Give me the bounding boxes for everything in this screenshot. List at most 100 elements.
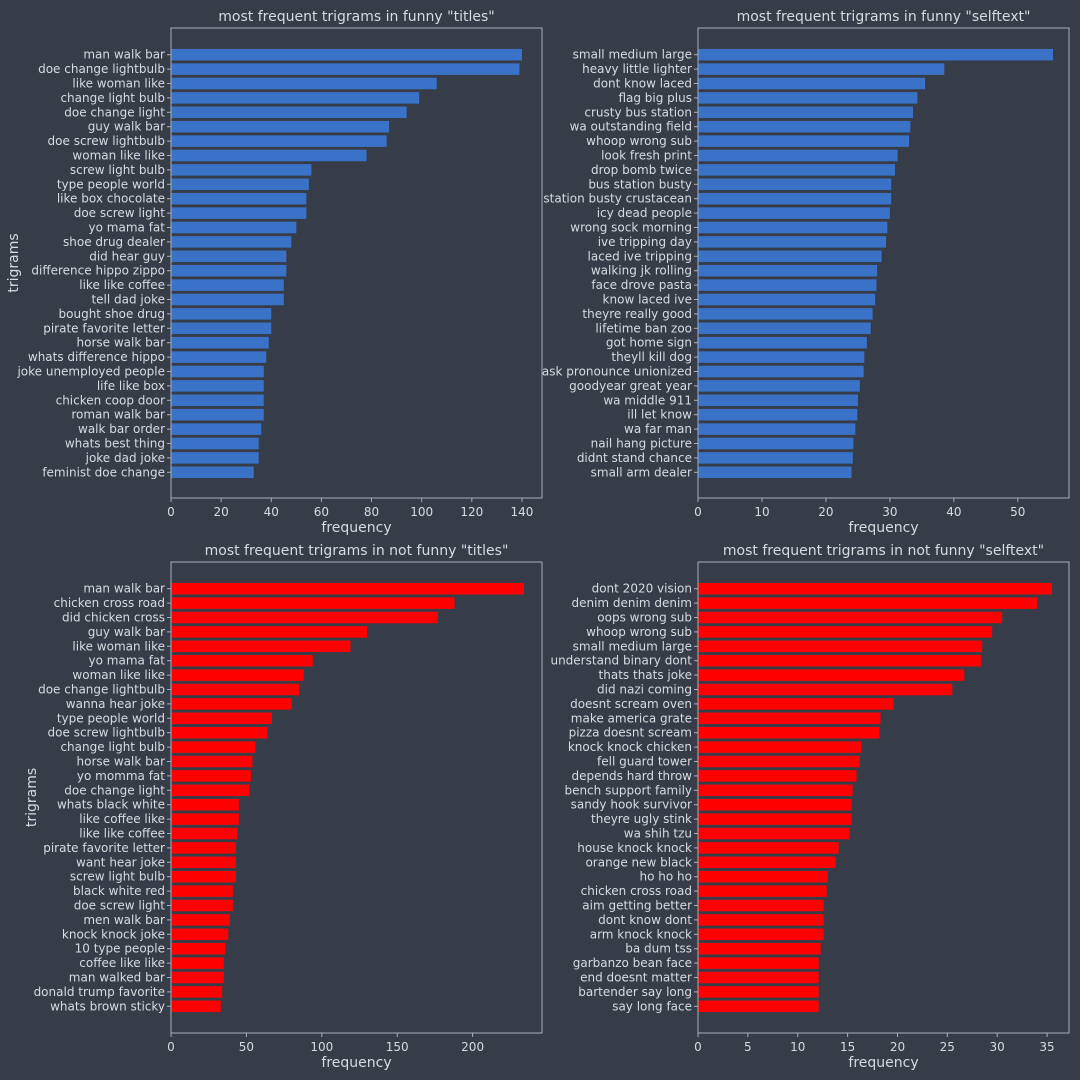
category-label: want hear joke (76, 855, 165, 869)
category-label: doe change light (64, 783, 165, 797)
bar (171, 149, 367, 162)
bar (698, 178, 892, 191)
bar (171, 755, 253, 768)
bar (171, 322, 272, 335)
category-label: tell dad joke (91, 293, 165, 307)
bar (171, 827, 238, 840)
category-label: wa shih tzu (624, 827, 692, 841)
bar (698, 135, 910, 147)
category-label: depends hard throw (571, 769, 692, 783)
category-label: garbanzo bean face (573, 956, 692, 970)
bar (171, 92, 420, 104)
bar (171, 971, 224, 984)
bar (698, 698, 894, 710)
bar (698, 293, 876, 306)
chart-title: most frequent trigrams in not funny "sel… (723, 543, 1044, 559)
x-tick-label: 0 (167, 1040, 175, 1054)
bar (698, 106, 913, 119)
category-label: doe screw lightbulb (48, 726, 165, 740)
x-tick-label: 200 (461, 1040, 484, 1054)
bar (171, 264, 287, 277)
bar (698, 770, 857, 782)
bar (698, 308, 873, 320)
bar (698, 423, 856, 435)
bar (698, 221, 888, 234)
x-tick-label: 0 (167, 505, 175, 519)
category-label: pirate favorite letter (43, 321, 165, 335)
bar (698, 928, 824, 941)
bar (698, 741, 862, 753)
bar (698, 942, 821, 955)
bar (698, 77, 926, 90)
category-label: chicken coop door (56, 393, 165, 407)
category-label: dont 2020 vision (592, 582, 692, 596)
bar (698, 1000, 819, 1013)
category-label: theyll kill dog (611, 350, 692, 364)
category-label: theyre really good (582, 307, 692, 321)
bar (171, 164, 312, 176)
bar (698, 380, 860, 392)
bar (698, 640, 983, 653)
bar (698, 120, 911, 133)
category-label: horse walk bar (77, 755, 166, 769)
bar (698, 784, 853, 797)
bar (171, 856, 236, 869)
bar (698, 192, 892, 205)
category-label: end doesnt matter (580, 971, 692, 985)
category-label: like box chocolate (57, 192, 165, 206)
bar (171, 250, 287, 263)
category-label: yo mama fat (89, 654, 166, 668)
x-tick-label: 25 (940, 1040, 955, 1054)
category-label: did hear guy (89, 249, 165, 263)
category-label: whats black white (57, 798, 165, 812)
bar (171, 870, 236, 883)
category-label: fell guard tower (597, 755, 692, 769)
bar (698, 669, 965, 681)
category-label: guy walk bar (88, 120, 165, 134)
category-label: like coffee like (79, 812, 165, 826)
category-label: laced ive tripping (588, 249, 693, 263)
bar (698, 437, 854, 450)
category-label: bench support family (564, 783, 692, 797)
bar (698, 207, 890, 219)
category-label: whats difference hippo (28, 350, 165, 364)
x-tick-label: 15 (840, 1040, 855, 1054)
bar (171, 741, 256, 753)
bar (698, 236, 887, 248)
category-label: crusty bus station (584, 105, 692, 119)
category-label: type people world (57, 177, 165, 191)
bar (171, 221, 297, 234)
axes-frame (170, 561, 543, 1034)
chart-title: most frequent trigrams in funny "selftex… (737, 9, 1031, 25)
category-label: did chicken cross (62, 611, 165, 625)
category-label: got home sign (606, 336, 692, 350)
category-label: chicken cross road (54, 596, 165, 610)
category-label: face drove pasta (591, 278, 692, 292)
bar (171, 106, 407, 119)
bar (698, 842, 839, 854)
bar (171, 957, 224, 969)
x-tick-label: 140 (510, 505, 533, 519)
bar (698, 986, 819, 998)
bar (171, 293, 284, 306)
category-label: drop bomb twice (591, 163, 692, 177)
category-label: yo momma fat (77, 769, 165, 783)
bar (698, 48, 1054, 61)
bar (171, 626, 368, 638)
bar (171, 178, 309, 191)
category-label: knock knock joke (62, 927, 165, 941)
bar (698, 365, 864, 378)
bar (698, 611, 1003, 624)
bar (698, 626, 993, 638)
bar (171, 928, 229, 941)
category-label: understand binary dont (550, 654, 692, 668)
bar (171, 63, 520, 75)
category-label: thats thats joke (599, 668, 692, 682)
bar (698, 870, 828, 883)
category-label: shoe drug dealer (63, 235, 165, 249)
category-label: doe screw light (74, 899, 166, 913)
category-label: like woman like (72, 639, 165, 653)
